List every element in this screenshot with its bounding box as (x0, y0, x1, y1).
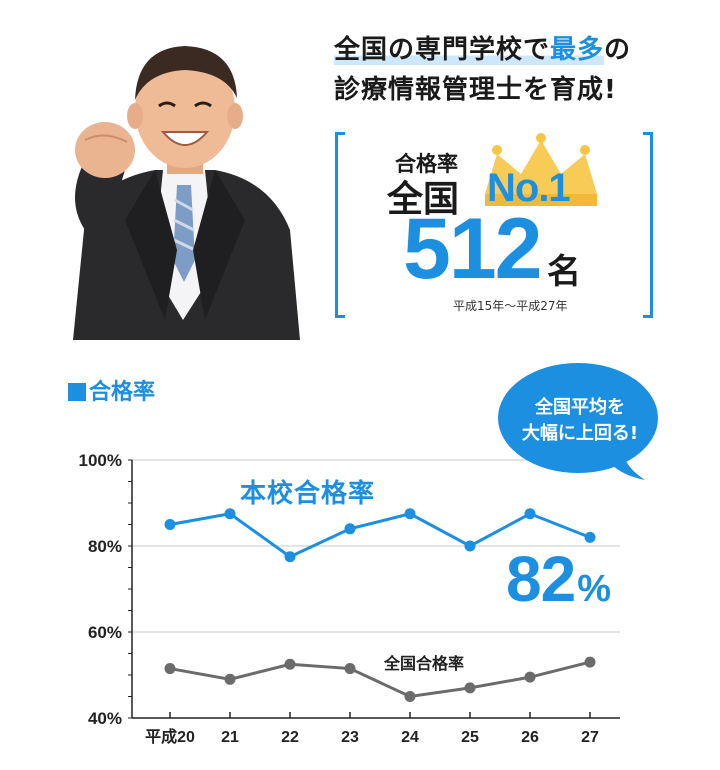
crown-icon (485, 133, 597, 206)
graduate-count: 512 (403, 201, 542, 297)
award-label-main: 全国 (387, 179, 460, 220)
speech-bubble-text: 全国平均を 大幅に上回る! (505, 395, 655, 447)
series-label-national: 全国合格率 (384, 654, 465, 673)
series-label-school: 本校合格率 (240, 479, 376, 509)
graduate-count-unit: 名 (547, 252, 581, 292)
bubble-line-2: 大幅に上回る! (521, 423, 639, 445)
chart-title: 合格率 (68, 374, 155, 406)
x-tick-label: 22 (281, 729, 299, 746)
school-rate-point (404, 508, 416, 520)
school-rate-point (164, 519, 176, 530)
national-rate-point (464, 682, 476, 694)
headline-line-2: 診療情報管理士を育成! (334, 75, 617, 106)
school-rate-point (284, 551, 296, 563)
school-rate-point (464, 540, 476, 552)
headline-line-1: 全国の専門学校で最多の (334, 30, 714, 70)
award-label-top: 合格率 (395, 152, 458, 176)
right-bracket (643, 132, 653, 318)
award-box: 合格率 全国 No.1 512 名 平成15年～平成27年 (335, 132, 653, 318)
headline: 全国の専門学校で最多の 診療情報管理士を育成! (334, 30, 714, 111)
x-tick-label: 23 (341, 729, 359, 746)
x-tick-label: 24 (401, 729, 419, 746)
school-rate-point (344, 523, 356, 535)
headline-accent: 最多 (550, 35, 605, 65)
national-rate-point (284, 658, 296, 670)
y-tick-label: 80% (88, 537, 122, 556)
x-tick-label: 25 (461, 729, 479, 746)
bubble-line-1: 全国平均を (535, 397, 625, 418)
chart-title-text: 合格率 (89, 380, 156, 405)
y-tick-label: 60% (88, 623, 122, 642)
rank-badge: No.1 (487, 166, 571, 210)
x-tick-label: 21 (221, 729, 239, 746)
school-rate-unit: % (577, 568, 611, 610)
student-photo (73, 46, 300, 340)
x-tick-label: 26 (521, 729, 539, 746)
y-tick-label: 40% (88, 709, 122, 728)
school-rate-highlight: 82% (506, 542, 611, 616)
national-rate-point (344, 663, 356, 675)
y-tick-label: 100% (79, 451, 122, 470)
school-rate-value: 82 (506, 543, 576, 615)
x-tick-label: 27 (581, 729, 599, 746)
national-rate-point (584, 656, 596, 668)
title-square-icon (68, 383, 86, 401)
national-rate-point (164, 663, 176, 675)
headline-prefix: 全国の専門学校で (334, 35, 551, 65)
x-tick-label: 平成20 (145, 727, 195, 746)
speech-bubble (498, 363, 658, 480)
award-period: 平成15年～平成27年 (453, 299, 568, 313)
school-rate-point (224, 508, 236, 520)
headline-suffix: の (604, 35, 632, 65)
national-rate-point (404, 691, 416, 702)
school-rate-point (524, 508, 536, 520)
national-rate-point (224, 673, 236, 685)
left-bracket (335, 132, 345, 318)
national-rate-line (169, 660, 591, 699)
national-rate-point (524, 671, 536, 683)
